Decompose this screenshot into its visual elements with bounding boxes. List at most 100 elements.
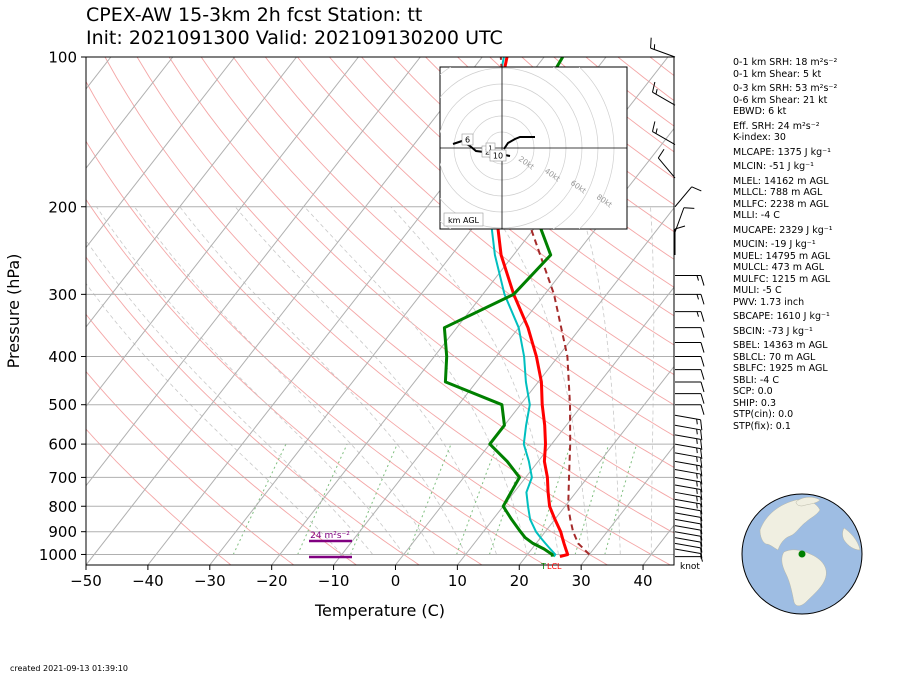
param-row: SHIP: 0.3: [733, 397, 777, 409]
param-row: SBCIN: -73 J kg⁻¹: [733, 325, 813, 337]
wind-barb: [674, 531, 703, 547]
wind-barb-half-flag: [696, 465, 698, 471]
wind-barb-half-flag: [696, 488, 698, 495]
wind-barb-flag: [691, 186, 702, 192]
parameters-panel: 0-1 km SRH: 18 m²s⁻² 0-1 km Shear: 5 kt 0-…: [733, 57, 837, 432]
y-tick-label: 700: [48, 469, 77, 487]
dry-adiabat: [264, 57, 674, 406]
x-axis: −50 −40 −30 −20 −10 0 10 20 30 40: [70, 565, 653, 590]
wind-units-label: knot: [680, 562, 700, 572]
wind-barb: [675, 556, 703, 562]
wind-barb-staff: [674, 207, 685, 233]
wind-barb-half-flag: [655, 89, 658, 95]
isotherm: [86, 57, 297, 328]
wind-barb-flag: [700, 547, 703, 559]
wind-barb-flag: [700, 294, 705, 305]
moist-adiabat: [96, 206, 405, 555]
isotherm: [518, 365, 674, 565]
param-row: 0-1 km SRH: 18 m²s⁻²: [733, 57, 838, 68]
wind-barb-flag: [700, 496, 703, 508]
param-row: MULCL: 473 m AGL: [733, 262, 825, 273]
wind-barb-staff: [674, 531, 701, 537]
wind-barb-staff: [674, 484, 701, 490]
wind-barb-flag: [683, 207, 695, 209]
wind-barb-staff: [657, 157, 676, 179]
param-row: Eff. SRH: 24 m²s⁻²: [733, 120, 820, 132]
wind-barb-half-flag: [696, 503, 698, 509]
param-row: STP(fix): 0.1: [733, 420, 791, 432]
wind-barb-flag: [700, 503, 703, 515]
isotherm: [456, 286, 674, 565]
greenland-land: [795, 497, 821, 507]
param-row: MUCAPE: 2329 J kg⁻¹: [733, 224, 833, 236]
wind-barb: [675, 342, 705, 353]
dry-adiabat: [86, 428, 232, 565]
dry-adiabat: [297, 57, 674, 376]
dry-adiabat: [86, 198, 483, 565]
y-tick-label: 1000: [39, 546, 77, 564]
wind-barb-flag: [700, 465, 703, 477]
mixing-ratio-line: [407, 443, 452, 555]
moist-adiabat: [650, 206, 655, 555]
created-timestamp: created 2021-09-13 01:39:10: [10, 664, 128, 673]
wind-barb-flag: [700, 530, 703, 541]
dry-adiabat: [86, 370, 294, 565]
wind-barb-flag: [700, 457, 703, 468]
wind-barb: [674, 186, 702, 208]
wind-barb: [675, 369, 705, 380]
wind-barb-flag: [700, 489, 703, 500]
wind-barb: [674, 498, 703, 515]
wind-barb: [675, 327, 705, 338]
dry-adiabat: [86, 256, 420, 565]
wind-barb-flag: [700, 419, 703, 431]
param-row: MLLFC: 2238 m AGL: [733, 198, 829, 210]
wind-barb: [675, 356, 705, 367]
isotherm: [580, 445, 674, 565]
wind-barb-staff: [674, 443, 701, 450]
wind-barb: [674, 434, 703, 450]
virtual_temperature-line: [488, 57, 557, 558]
mixing-ratio-line: [350, 443, 398, 555]
wind-barb-flag: [700, 517, 703, 528]
wind-barb-half-flag: [696, 456, 698, 462]
dry-adiabat: [361, 57, 674, 317]
wind-barb-flag: [700, 439, 703, 450]
moist-adiabat: [86, 239, 374, 555]
isotherm: [86, 57, 483, 565]
moist-adiabat: [488, 206, 590, 555]
isotherm: [86, 57, 174, 170]
y-tick-label: 900: [48, 523, 77, 541]
wind-barb-half-flag: [696, 496, 698, 502]
wind-barb-flag: [700, 404, 705, 415]
wind-barb-staff: [650, 47, 676, 58]
wind-barb-flag: [700, 311, 705, 322]
param-row: SCP: 0.0: [733, 386, 773, 397]
isotherm: [395, 207, 674, 565]
param-row: 0-6 km Shear: 21 kt: [733, 94, 828, 106]
wind-barb: [674, 414, 703, 431]
wind-barb-flag: [700, 342, 705, 353]
wind-barb-staff: [674, 537, 701, 543]
wind-barb-flag: [700, 523, 703, 535]
param-row: 0-1 km Shear: 5 kt: [733, 68, 822, 80]
wind-barb: [651, 81, 676, 106]
isotherm: [333, 127, 674, 565]
wind-barb-flag: [650, 37, 652, 49]
y-tick-label: 400: [48, 348, 77, 366]
wind-barb: [651, 121, 676, 146]
dewpoint-line: [442, 57, 564, 557]
moist-adiabat: [304, 206, 528, 555]
isotherm: [86, 57, 359, 408]
wind-barb: [674, 548, 702, 559]
x-tick-label: −30: [194, 572, 226, 590]
africa-land: [842, 527, 861, 551]
srh-label: 24 m²s⁻²: [310, 531, 350, 541]
annotations: 24 m²s⁻² T LCL knot: [309, 531, 700, 572]
param-row: MULFC: 1215 m AGL: [733, 273, 831, 285]
param-row: MLLCL: 788 m AGL: [733, 187, 823, 198]
y-tick-label: 100: [48, 49, 77, 67]
param-row: SBLI: -4 C: [733, 374, 779, 386]
mixing-ratio-line: [297, 443, 348, 555]
wind-barb-staff: [674, 186, 693, 208]
wind-barb-flag: [651, 81, 656, 93]
